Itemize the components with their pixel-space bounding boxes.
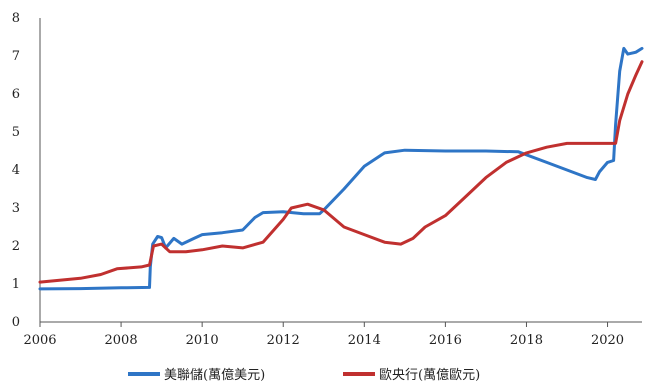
x-tick-label: 2014 [348,333,381,348]
x-tick-label: 2020 [591,333,624,348]
y-tick-label: 1 [12,277,20,292]
y-tick-label: 3 [12,201,20,216]
legend: 美聯儲(萬億美元) 歐央行(萬億歐元) [128,367,480,383]
legend-label-fed: 美聯儲(萬億美元) [164,367,265,383]
x-tick-label: 2012 [267,333,300,348]
y-tick-label: 2 [12,239,20,254]
x-tick-label: 2010 [186,333,219,348]
y-tick-label: 6 [12,87,20,102]
y-tick-label: 8 [12,11,20,26]
x-tick-label: 2006 [23,333,56,348]
y-ticks: 0 1 2 3 4 5 6 7 8 [12,11,20,330]
y-tick-label: 0 [12,315,20,330]
y-tick-label: 7 [12,49,20,64]
x-tick-label: 2008 [105,333,138,348]
series-lines [38,46,644,291]
axes [39,18,642,323]
x-tick-label: 2018 [510,333,543,348]
x-ticks: 2006 2008 2010 2012 2014 2016 2018 2020 [23,322,624,348]
y-tick-label: 4 [12,163,20,178]
x-tick-label: 2016 [429,333,462,348]
series-line-ecb [38,60,644,284]
series-line-fed [38,46,644,291]
y-tick-label: 5 [12,125,20,140]
legend-label-ecb: 歐央行(萬億歐元) [379,367,480,383]
